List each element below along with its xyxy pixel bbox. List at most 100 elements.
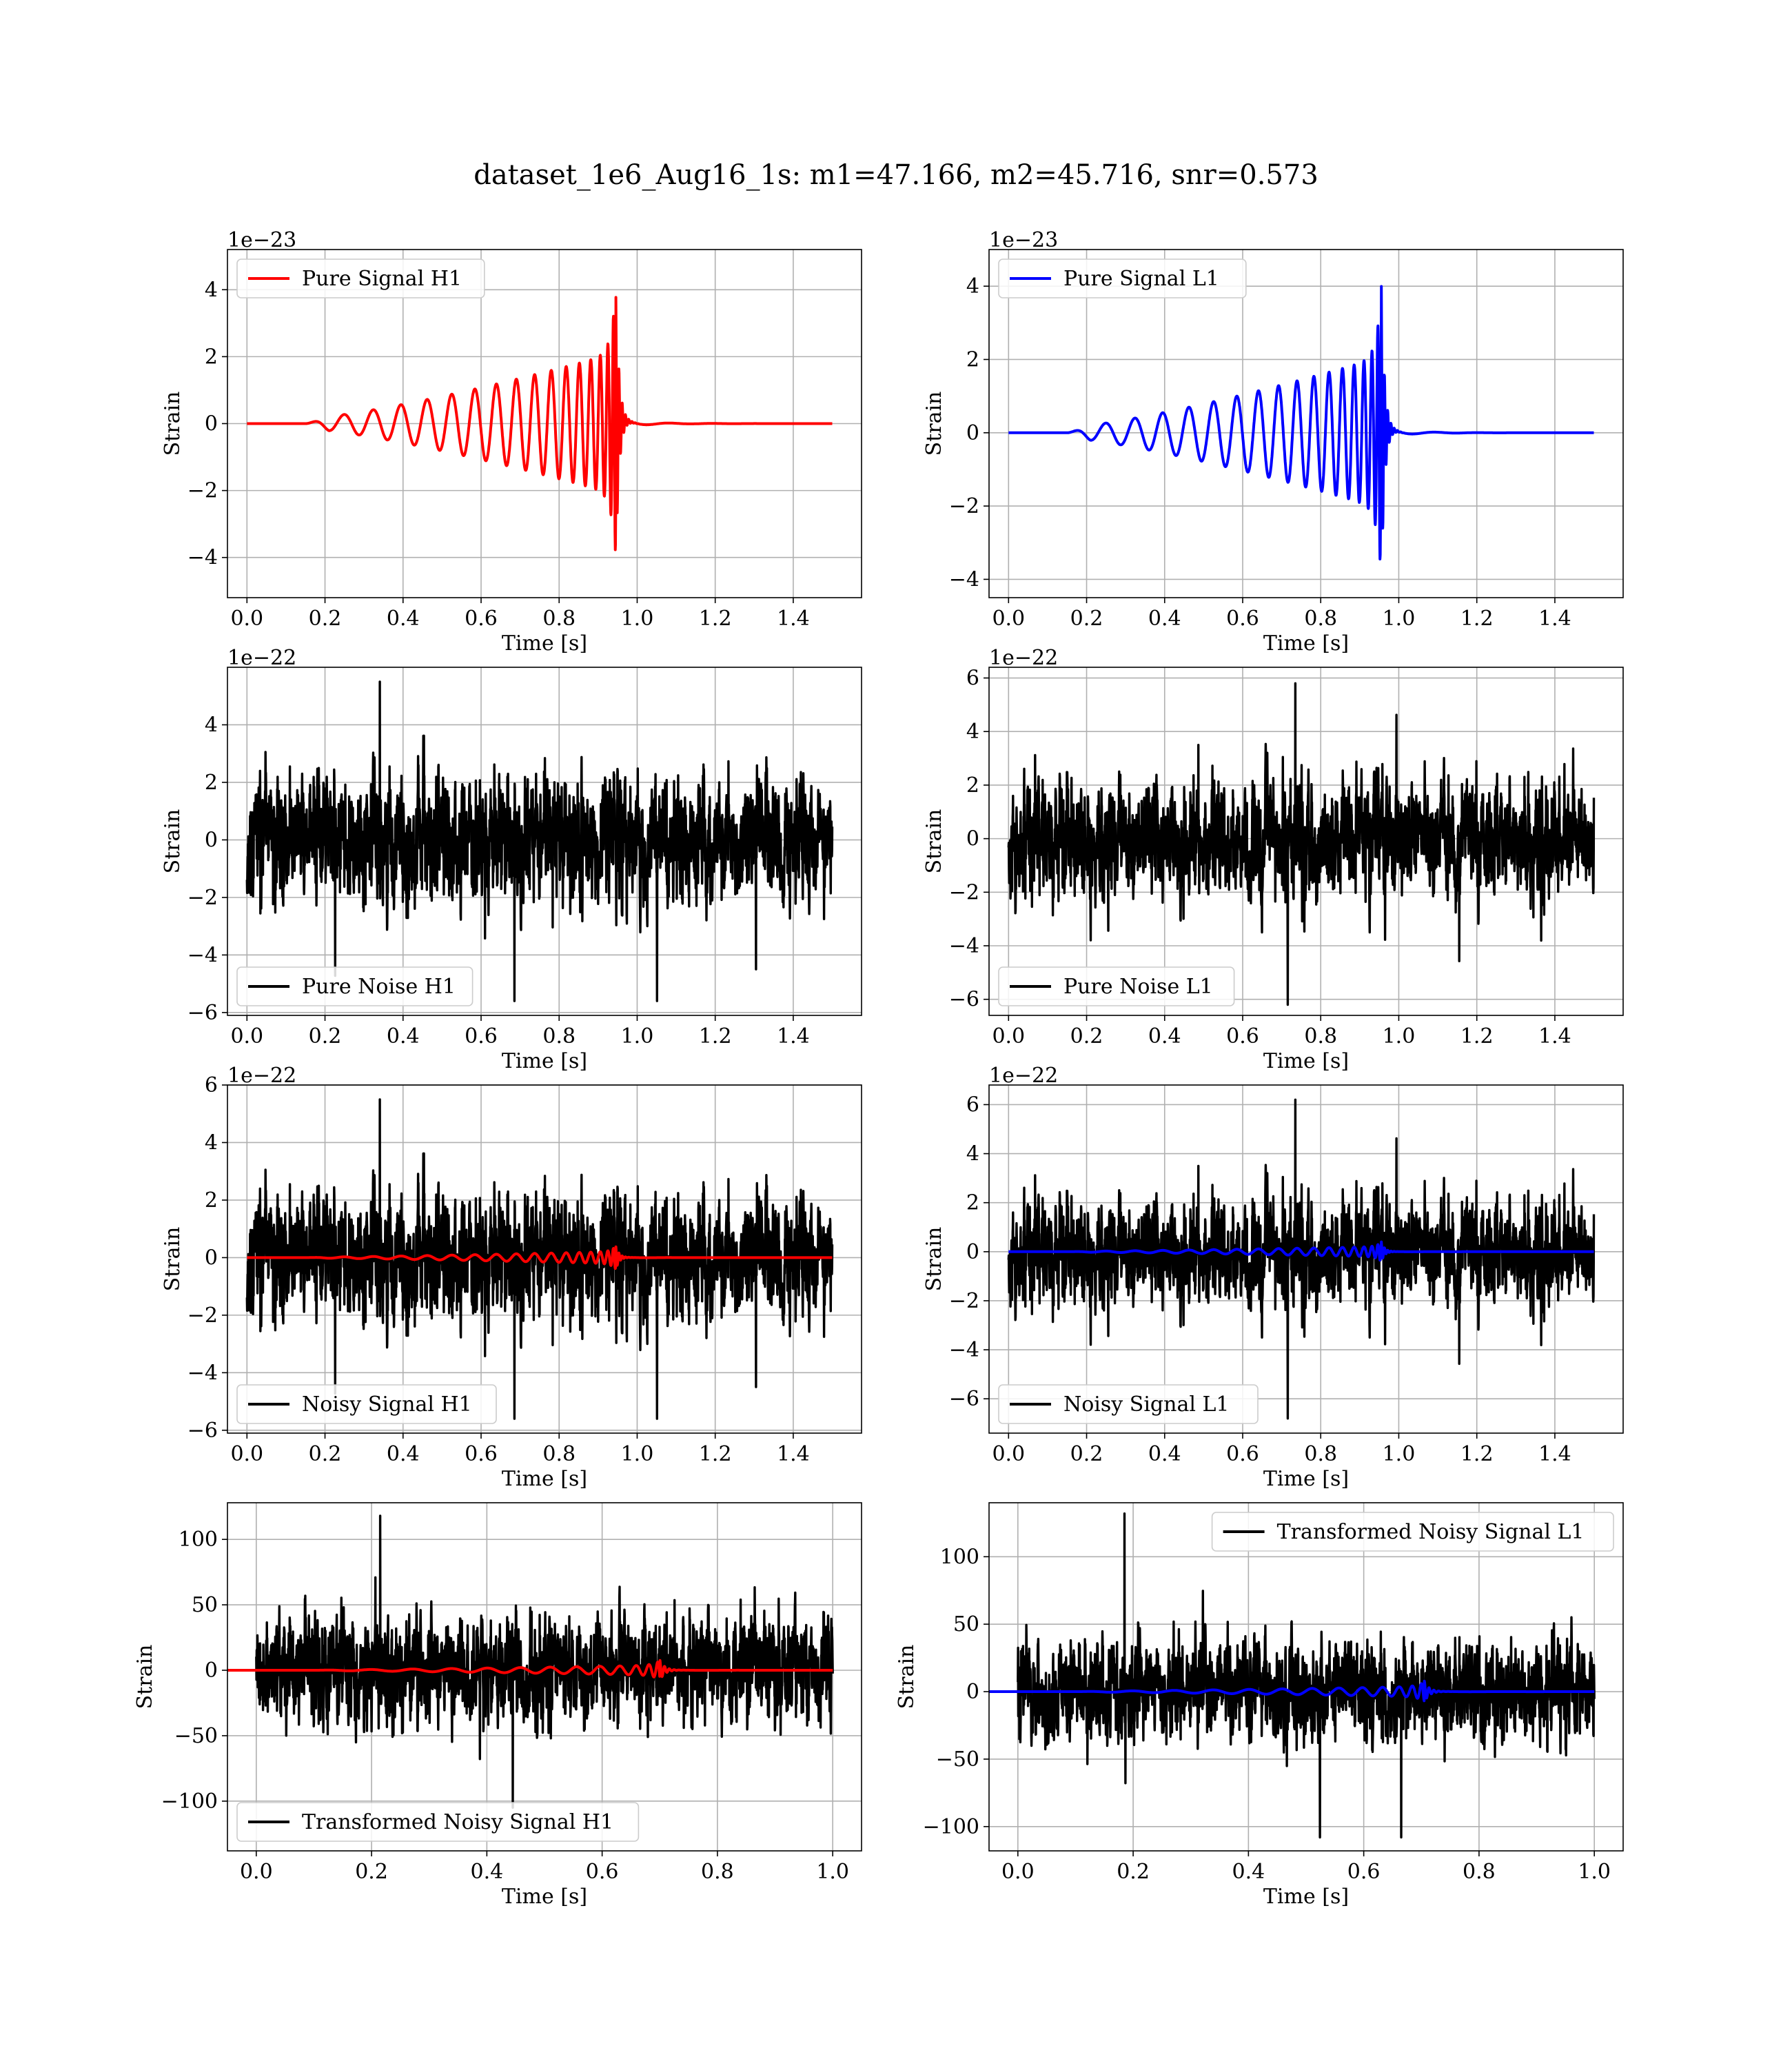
y-tick-label: 2 [966, 347, 979, 372]
y-axis-label: Strain [161, 809, 185, 874]
x-axis-label: Time [s] [1263, 1467, 1349, 1491]
y-tick-label: 6 [205, 1073, 218, 1097]
x-tick-label: 0.8 [542, 607, 576, 631]
x-axis-label: Time [s] [1263, 631, 1349, 656]
y-tick-label: 6 [966, 667, 979, 691]
x-tick-label: 1.4 [777, 1024, 810, 1048]
y-tick-label: 100 [179, 1528, 218, 1552]
y-tick-label: −4 [187, 1361, 218, 1385]
y-tick-label: −50 [936, 1747, 979, 1772]
axes-frame [988, 1502, 1624, 1852]
legend-box [236, 1384, 497, 1424]
series-line-pure-signal-h1 [245, 296, 834, 551]
series-layer [989, 1512, 1596, 1839]
x-tick-label: 1.2 [699, 607, 732, 631]
subplot-transformed-noisy-signal-l1: 0.0 0.2 0.4 0.6 0.8 1.0 −100 −50 0 50 100 Time [s] S… [895, 1502, 1624, 1909]
x-tick-label: 0.4 [387, 1442, 420, 1466]
x-axis-label: Time [s] [502, 1467, 587, 1491]
x-tick-label: 1.2 [1460, 607, 1494, 631]
y-tick-label: 0 [966, 1680, 979, 1704]
y-tick-label: −4 [949, 934, 979, 958]
y-tick-label: 2 [966, 1191, 979, 1215]
y-tick-label: −6 [187, 1001, 218, 1025]
legend-box [1211, 1512, 1614, 1552]
x-axis-label: Time [s] [502, 1049, 587, 1073]
x-tick-label: 0.2 [1070, 1024, 1103, 1048]
x-tick-label: 0.8 [1463, 1860, 1496, 1884]
x-tick-label: 0.2 [309, 1442, 342, 1466]
legend-box [236, 258, 485, 298]
x-tick-label: 0.8 [701, 1860, 734, 1884]
axes-frame [227, 1084, 862, 1434]
y-tick-label: 4 [205, 1131, 218, 1155]
x-tick-label: 0.8 [542, 1024, 576, 1048]
y-tick-label: 4 [205, 278, 218, 302]
axes-frame [988, 667, 1624, 1016]
legend-label: Pure Signal H1 [302, 267, 462, 291]
legend: Pure Signal L1 [998, 258, 1247, 298]
y-axis-label: Strain [922, 809, 946, 874]
x-tick-label: 0.6 [465, 1024, 498, 1048]
x-tick-label: 0.2 [1117, 1860, 1150, 1884]
legend-label: Transformed Noisy Signal H1 [302, 1810, 613, 1834]
y-tick-label: 4 [966, 720, 979, 744]
y-tick-label: 2 [205, 345, 218, 369]
x-tick-label: 0.4 [471, 1860, 504, 1884]
x-tick-label: 1.2 [1460, 1442, 1494, 1466]
y-tick-label: −2 [949, 880, 979, 904]
x-tick-label: 0.8 [1304, 1442, 1337, 1466]
x-tick-label: 0.8 [1304, 1024, 1337, 1048]
series-line-pure-noise-h1 [245, 680, 834, 1002]
x-tick-label: 0.4 [1232, 1860, 1265, 1884]
y-axis-label: Strain [161, 392, 185, 456]
series-layer [245, 680, 834, 1002]
y-tick-label: −4 [187, 546, 218, 570]
subplot-pure-signal-l1: 0.0 0.2 0.4 0.6 0.8 1.0 1.2 1.4 −4 −2 0 2 4 Time [s] S… [922, 228, 1624, 656]
y-offset-text: 1e−22 [227, 646, 296, 670]
series-line-chirp-1 [245, 1245, 834, 1270]
y-tick-label: −2 [949, 494, 979, 518]
y-tick-label: 100 [940, 1545, 979, 1569]
x-tick-label: 1.0 [1383, 1442, 1416, 1466]
x-tick-label: 1.4 [777, 607, 810, 631]
legend-label: Noisy Signal H1 [302, 1392, 472, 1417]
y-tick-label: −2 [949, 1289, 979, 1313]
x-tick-label: 0.4 [1148, 1442, 1181, 1466]
y-tick-label: −4 [187, 943, 218, 967]
x-axis-label: Time [s] [1263, 1885, 1349, 1909]
axes-frame [988, 249, 1624, 598]
series-line-chirp-1 [989, 1679, 1596, 1703]
x-axis-label: Time [s] [502, 1885, 587, 1909]
y-tick-label: 0 [205, 1659, 218, 1683]
x-tick-label: 0.2 [1070, 1442, 1103, 1466]
series-line-noisy-signal-l1 [1007, 1098, 1596, 1420]
y-tick-label: 4 [966, 1142, 979, 1166]
x-tick-label: 0.6 [1347, 1860, 1381, 1884]
x-tick-label: 0.4 [1148, 1024, 1181, 1048]
x-tick-label: 0.4 [387, 607, 420, 631]
series-layer [1007, 682, 1596, 1006]
y-offset-text: 1e−22 [989, 646, 1058, 670]
x-tick-label: 0.6 [1226, 1442, 1259, 1466]
legend: Pure Signal H1 [236, 258, 485, 298]
y-tick-label: −6 [949, 988, 979, 1012]
series-line-chirp-1 [227, 1659, 834, 1679]
x-tick-label: 0.2 [309, 607, 342, 631]
x-tick-label: 0.6 [1226, 1024, 1259, 1048]
x-tick-label: 0.2 [1070, 607, 1103, 631]
y-axis-label: Strain [922, 1227, 946, 1292]
x-axis-label: Time [s] [1263, 1049, 1349, 1073]
figure-title: dataset_1e6_Aug16_1s: m1=47.166, m2=45.7… [474, 159, 1318, 191]
y-tick-label: 0 [966, 827, 979, 851]
x-tick-label: 0.4 [1148, 607, 1181, 631]
y-tick-label: −6 [949, 1387, 979, 1411]
y-tick-label: −4 [949, 1338, 979, 1362]
x-tick-label: 1.4 [1538, 1024, 1571, 1048]
x-tick-label: 0.0 [230, 1024, 263, 1048]
x-tick-label: 1.2 [699, 1442, 732, 1466]
legend-label: Pure Noise H1 [302, 975, 456, 999]
y-tick-label: 4 [205, 713, 218, 737]
x-tick-label: 0.0 [230, 607, 263, 631]
x-tick-label: 0.4 [387, 1024, 420, 1048]
legend-label: Pure Signal L1 [1063, 267, 1219, 291]
